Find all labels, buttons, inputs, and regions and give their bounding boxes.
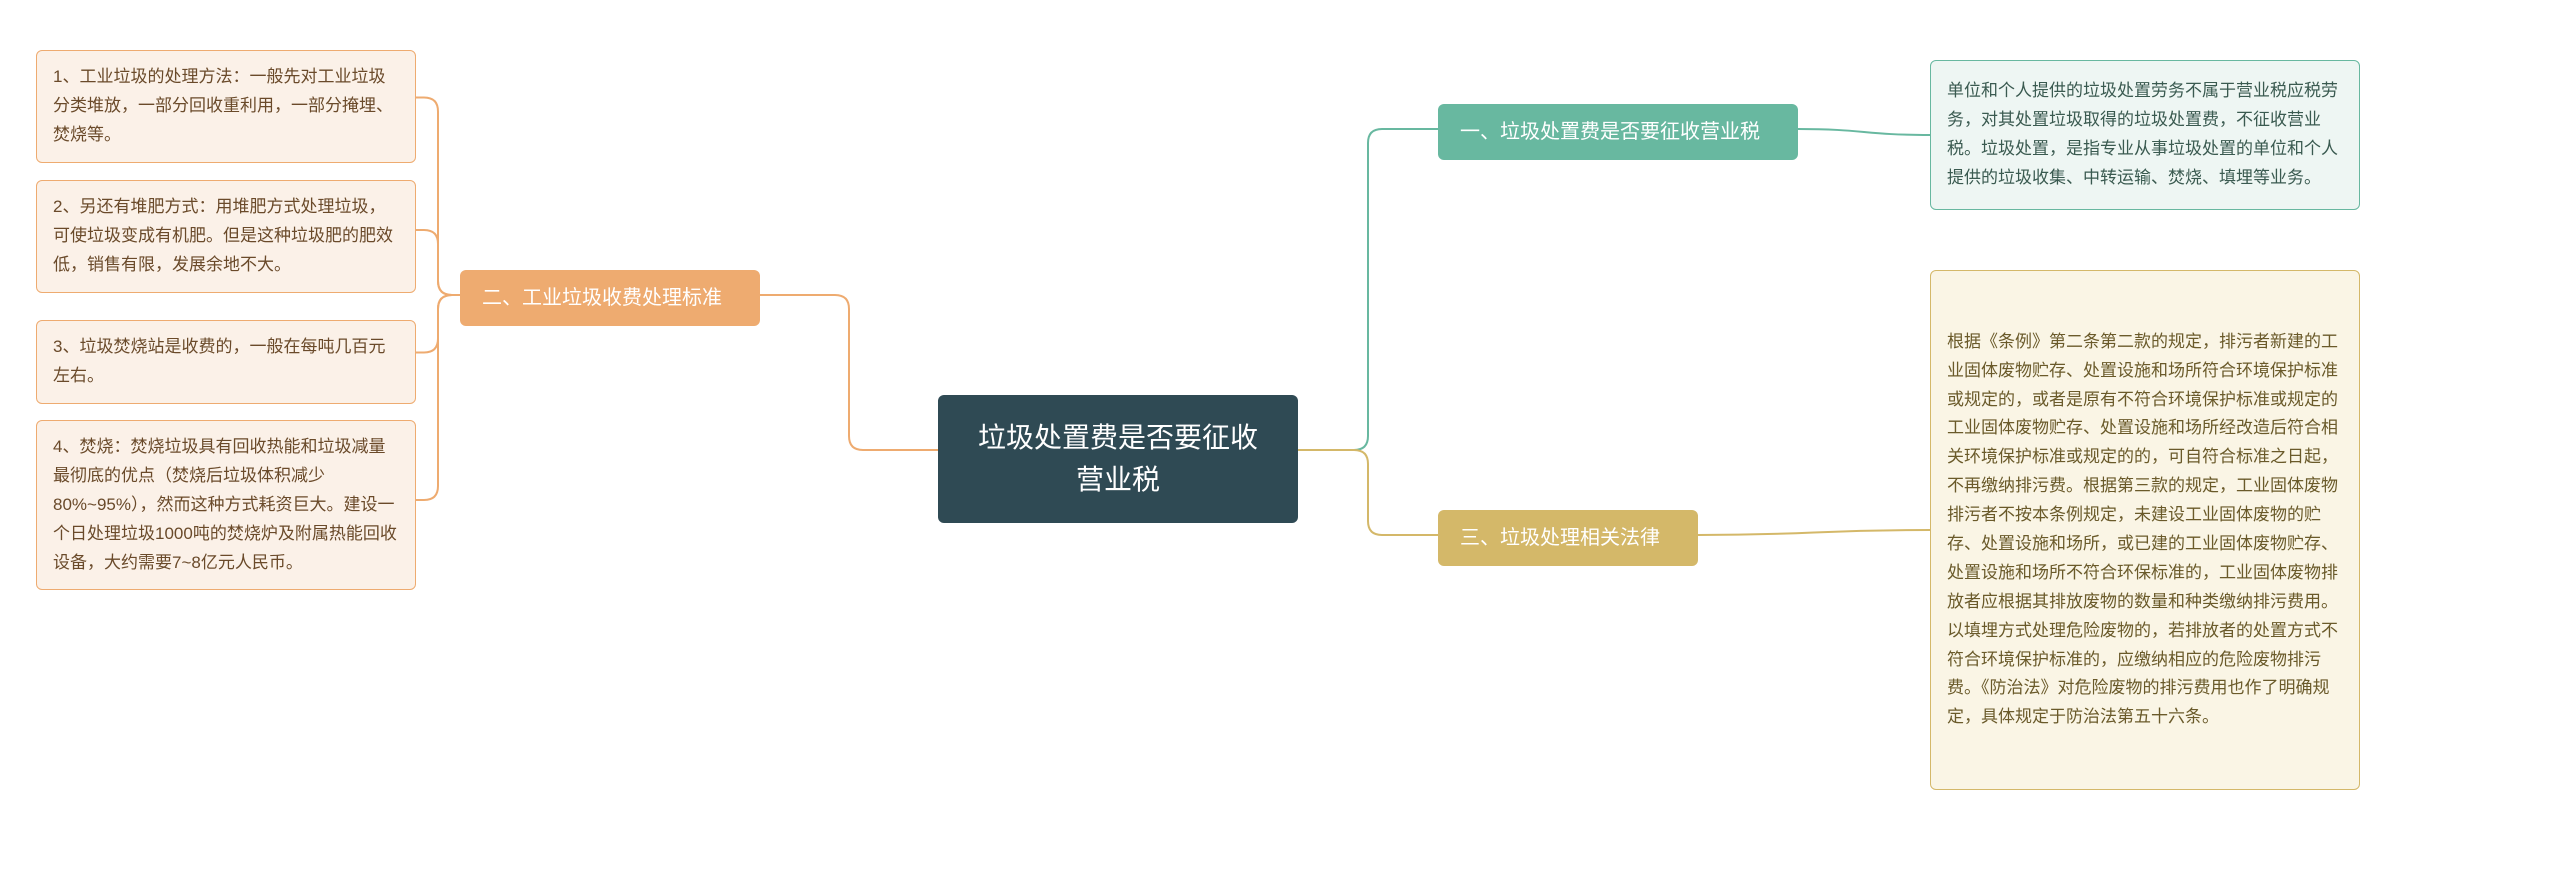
branch-b2: 二、工业垃圾收费处理标准	[460, 270, 760, 326]
leaf-text: 2、另还有堆肥方式：用堆肥方式处理垃圾，可使垃圾变成有机肥。但是这种垃圾肥的肥效…	[53, 193, 399, 280]
branch-label: 一、垃圾处置费是否要征收营业税	[1460, 116, 1760, 148]
leaf-b2-3: 4、焚烧：焚烧垃圾具有回收热能和垃圾减量最彻底的优点（焚烧后垃圾体积减少80%~…	[36, 420, 416, 590]
branch-b3: 三、垃圾处理相关法律	[1438, 510, 1698, 566]
leaf-text: 根据《条例》第二条第二款的规定，排污者新建的工业固体废物贮存、处置设施和场所符合…	[1947, 328, 2343, 732]
leaf-b3-0: 根据《条例》第二条第二款的规定，排污者新建的工业固体废物贮存、处置设施和场所符合…	[1930, 270, 2360, 790]
leaf-text: 单位和个人提供的垃圾处置劳务不属于营业税应税劳务，对其处置垃圾取得的垃圾处置费，…	[1947, 77, 2343, 193]
branch-label: 二、工业垃圾收费处理标准	[482, 282, 722, 314]
root-node: 垃圾处置费是否要征收营业税	[938, 395, 1298, 523]
branch-b1: 一、垃圾处置费是否要征收营业税	[1438, 104, 1798, 160]
leaf-b1-0: 单位和个人提供的垃圾处置劳务不属于营业税应税劳务，对其处置垃圾取得的垃圾处置费，…	[1930, 60, 2360, 210]
leaf-b2-1: 2、另还有堆肥方式：用堆肥方式处理垃圾，可使垃圾变成有机肥。但是这种垃圾肥的肥效…	[36, 180, 416, 293]
leaf-text: 3、垃圾焚烧站是收费的，一般在每吨几百元左右。	[53, 333, 399, 391]
leaf-text: 1、工业垃圾的处理方法：一般先对工业垃圾分类堆放，一部分回收重利用，一部分掩埋、…	[53, 63, 399, 150]
leaf-text: 4、焚烧：焚烧垃圾具有回收热能和垃圾减量最彻底的优点（焚烧后垃圾体积减少80%~…	[53, 433, 399, 577]
leaf-b2-0: 1、工业垃圾的处理方法：一般先对工业垃圾分类堆放，一部分回收重利用，一部分掩埋、…	[36, 50, 416, 163]
root-label: 垃圾处置费是否要征收营业税	[970, 417, 1266, 501]
branch-label: 三、垃圾处理相关法律	[1460, 522, 1660, 554]
leaf-b2-2: 3、垃圾焚烧站是收费的，一般在每吨几百元左右。	[36, 320, 416, 404]
